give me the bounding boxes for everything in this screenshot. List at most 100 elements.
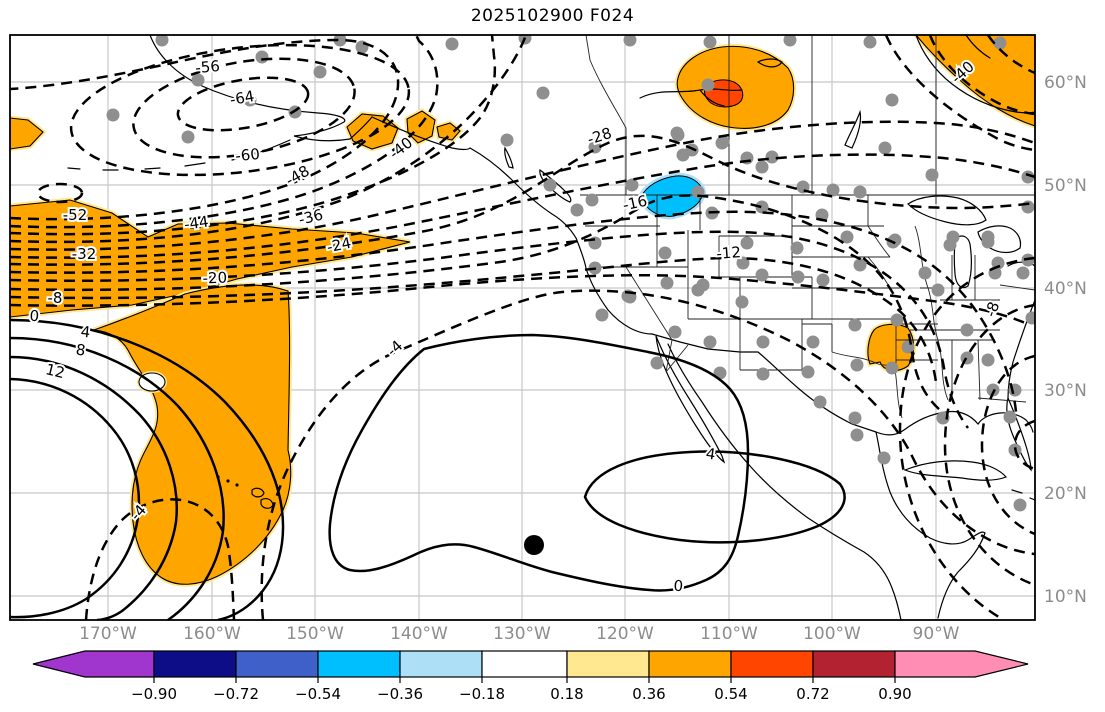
cyclone-marker bbox=[524, 535, 544, 555]
station-dot bbox=[585, 193, 599, 207]
station-dot bbox=[878, 141, 892, 155]
station-dot bbox=[813, 395, 827, 409]
coastline bbox=[667, 343, 902, 620]
station-dot bbox=[755, 268, 769, 282]
station-dot bbox=[943, 238, 957, 252]
station-dot bbox=[960, 323, 974, 337]
marker-dot bbox=[524, 535, 544, 555]
lon-tick-label: 170°W bbox=[79, 624, 137, 644]
state-border bbox=[867, 225, 891, 258]
contours-dashed bbox=[10, 35, 1035, 620]
colorbar-segment bbox=[481, 650, 568, 678]
contour-positive bbox=[583, 450, 846, 544]
station-dot bbox=[1016, 266, 1030, 280]
station-dot bbox=[650, 356, 664, 370]
contour-negative bbox=[928, 35, 1035, 116]
colorbar-segment bbox=[317, 650, 401, 678]
station-dot bbox=[106, 108, 120, 122]
station-dot bbox=[826, 183, 840, 197]
station-dot bbox=[703, 335, 717, 349]
state-border bbox=[831, 351, 879, 365]
lon-axis-labels: 170°W 160°W 150°W 140°W 130°W 120°W 110°W 100°W… bbox=[79, 624, 960, 644]
state-border bbox=[625, 266, 689, 373]
contour-positive bbox=[10, 355, 178, 620]
state-border bbox=[585, 35, 627, 195]
contour-negative bbox=[943, 303, 1035, 587]
lon-tick-label: 100°W bbox=[803, 624, 861, 644]
station-dot bbox=[1021, 200, 1035, 214]
contour-negative bbox=[1013, 419, 1035, 471]
station-dot bbox=[877, 451, 891, 465]
station-dot bbox=[918, 266, 932, 280]
contour-positive bbox=[10, 318, 285, 620]
coastline bbox=[844, 109, 862, 149]
contour-negative bbox=[986, 35, 1035, 75]
station-dot bbox=[993, 36, 1007, 50]
station-dot bbox=[570, 203, 584, 217]
contour-negative bbox=[884, 35, 1035, 152]
contour-negative bbox=[10, 38, 400, 221]
contour-negative-closed bbox=[132, 57, 356, 159]
station-dot bbox=[660, 276, 674, 290]
coastline bbox=[903, 460, 1008, 481]
colorbar-tick-label: 0.18 bbox=[550, 685, 583, 703]
station-dot bbox=[536, 86, 550, 100]
contour-label: -32 bbox=[72, 245, 97, 263]
colorbar-tick-label: 0.90 bbox=[878, 685, 911, 703]
station-dot bbox=[155, 35, 169, 47]
contour-label: 12 bbox=[44, 360, 67, 382]
contour-label: -8 bbox=[48, 289, 63, 307]
station-dot bbox=[850, 358, 864, 372]
shaded-region-orange bbox=[10, 117, 44, 150]
coastline bbox=[965, 35, 991, 59]
colorbar-segment bbox=[399, 650, 483, 678]
station-dot bbox=[701, 78, 715, 92]
station-dot bbox=[791, 270, 805, 284]
lat-tick-label: 10°N bbox=[1044, 587, 1087, 607]
station-dot bbox=[853, 185, 867, 199]
colorbar-segment bbox=[153, 650, 237, 678]
station-dot bbox=[756, 367, 770, 381]
station-dot bbox=[181, 130, 195, 144]
shaded-region-orange bbox=[915, 35, 1035, 127]
contour-label: -60 bbox=[235, 145, 261, 165]
lat-axis-labels: 60°N 50°N 40°N 30°N 20°N 10°N bbox=[1044, 73, 1087, 607]
coastline bbox=[875, 410, 1034, 436]
contour-negative bbox=[980, 354, 1035, 536]
station-dot bbox=[848, 318, 862, 332]
coastline bbox=[756, 58, 783, 68]
contour-negative bbox=[10, 194, 941, 411]
station-dot bbox=[885, 93, 899, 107]
contour-negative bbox=[10, 153, 1035, 259]
contour-label: -20 bbox=[202, 269, 227, 288]
coastline bbox=[1011, 489, 1023, 494]
contour-negative bbox=[10, 35, 439, 229]
contour-negative bbox=[10, 35, 528, 244]
contour-label: -52 bbox=[63, 206, 88, 224]
station-dot bbox=[840, 230, 854, 244]
coastline bbox=[504, 146, 514, 169]
station-dot bbox=[658, 246, 672, 260]
station-dot bbox=[243, 93, 257, 107]
contour-negative bbox=[10, 210, 1018, 413]
colorbar-tick-label: −0.54 bbox=[295, 685, 341, 703]
contours-solid bbox=[10, 318, 846, 620]
station-dot bbox=[848, 411, 862, 425]
map-frame bbox=[9, 34, 1036, 621]
station-dot bbox=[740, 236, 754, 250]
coastline bbox=[651, 333, 877, 433]
lat-tick-label: 60°N bbox=[1044, 73, 1087, 93]
colorbar-segment bbox=[812, 650, 896, 678]
contour-label: -16 bbox=[621, 192, 649, 215]
colorbar-tick-label: −0.90 bbox=[131, 685, 177, 703]
plot-title: 2025102900 F024 bbox=[470, 6, 635, 26]
state-border bbox=[999, 284, 1035, 291]
contour-label: -56 bbox=[195, 57, 221, 77]
contour-label: -28 bbox=[585, 124, 614, 149]
state-border bbox=[977, 339, 981, 401]
contour-negative bbox=[84, 498, 236, 620]
station-dot bbox=[691, 283, 705, 297]
colorbar-segment bbox=[235, 650, 319, 678]
lon-tick-label: 90°W bbox=[913, 624, 960, 644]
